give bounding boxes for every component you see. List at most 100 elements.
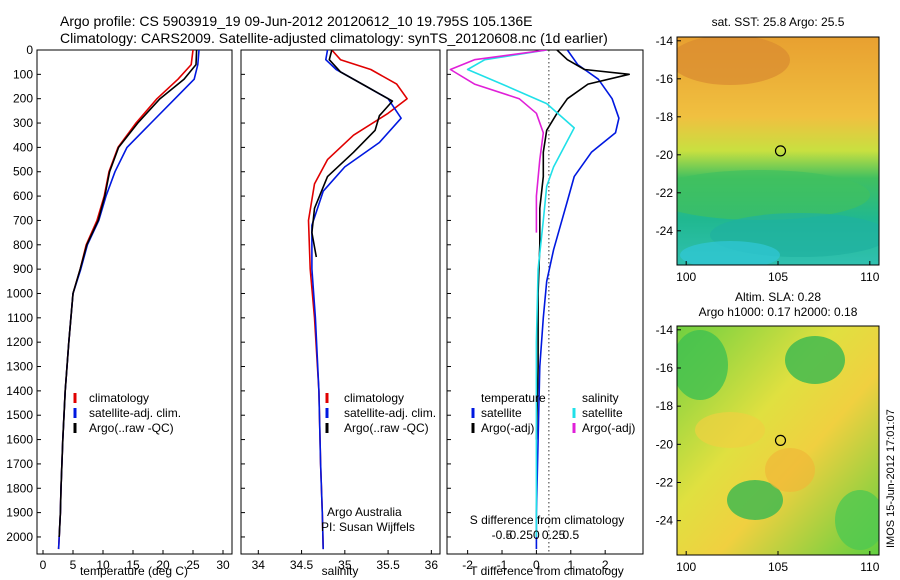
y-tick-label: 200: [13, 92, 33, 106]
x-tick-label: 34.5: [290, 558, 314, 572]
series-line-satellite-adj-clim: [311, 50, 402, 550]
sla-green-patch-2: [785, 336, 845, 384]
y-tick-label: 800: [13, 238, 33, 252]
x-tick-label: 105: [768, 560, 788, 574]
y-tick-label: -20: [656, 148, 674, 162]
x-tick-label: 20: [156, 558, 170, 572]
y-tick-label: -16: [656, 72, 674, 86]
y-tick-label: 1500: [6, 408, 33, 422]
difference-x-ticks-secondary: -0.5-0.25 0 0.250.5: [492, 528, 580, 542]
x-tick-label: 105: [768, 270, 788, 284]
x-tick-label: 35.5: [376, 558, 400, 572]
temperature-panel: 0100200300400500600700800900100011001200…: [6, 43, 451, 578]
x-tick-label: 110: [860, 560, 879, 574]
salinity-legend: climatology satellite-adj. clim. Argo(..…: [325, 391, 436, 435]
sla-green-patch-4: [835, 490, 879, 550]
x-tick-label: 15: [126, 558, 140, 572]
sla-yellow-patch: [695, 412, 765, 448]
y-tick-label: 600: [13, 189, 33, 203]
sst-map-panel: sat. SST: 25.8 Argo: 25.5 100 105 110 -14 -1…: [656, 15, 880, 284]
sla-orange-patch: [765, 448, 815, 492]
argo-position-marker: [774, 434, 787, 447]
y-tick-label: 1700: [6, 457, 33, 471]
temperature-y-ticks: 0 100 200 300 400 500 600 700 800 900 1000 1100 1200…: [6, 43, 451, 544]
difference-x-ticks: -2 -1 0 1 2: [462, 550, 609, 572]
y-tick-label: 1200: [6, 335, 33, 349]
figure-title-line1: Argo profile: CS 5903919_19 09-Jun-2012 …: [60, 13, 533, 29]
figure-title-line2: Climatology: CARS2009. Satellite-adjuste…: [60, 30, 608, 46]
temperature-legend: climatology satellite-adj. clim. Argo(..…: [73, 391, 181, 435]
x-tick-label-secondary: 0: [533, 528, 540, 542]
legend-label-t-satellite: satellite: [481, 406, 522, 420]
y-tick-label: 1000: [6, 286, 33, 300]
difference-panel: -2 -1 0 1 2 T difference from climatology S …: [446, 49, 644, 578]
y-tick-label: 1600: [6, 433, 33, 447]
sst-cyan-patch: [680, 241, 780, 265]
x-tick-label-secondary: 0.5: [562, 528, 579, 542]
x-tick-label: 34: [252, 558, 266, 572]
y-tick-label: 2000: [6, 530, 33, 544]
difference-xlabel: T difference from climatology: [470, 564, 624, 578]
difference-legend: temperature salinity satellite Argo(-adj…: [471, 391, 635, 435]
argo-position-marker: [774, 145, 787, 157]
sst-green-band: [677, 170, 870, 220]
legend-label-satellite: satellite-adj. clim.: [89, 406, 181, 420]
y-tick-label: 1900: [6, 506, 33, 520]
series-line-salinity-argo-adj: [449, 50, 547, 233]
x-tick-label: 0: [533, 558, 540, 572]
y-tick-label: -24: [656, 224, 674, 238]
legend-title-salinity: salinity: [582, 391, 619, 405]
x-tick-label: -2: [462, 558, 473, 572]
temperature-lines: [57, 50, 200, 550]
salinity-xlabel: salinity: [322, 564, 359, 578]
x-tick-label: -1: [497, 558, 508, 572]
series-line-argo-raw-qc: [311, 50, 394, 258]
temperature-xlabel: temperature (deg C): [80, 564, 188, 578]
sst-map-title: sat. SST: 25.8 Argo: 25.5: [712, 15, 845, 29]
x-tick-label: 10: [96, 558, 110, 572]
sla-green-patch-1: [677, 330, 728, 400]
legend-label-climatology: climatology: [344, 391, 404, 405]
legend-label-s-argo: Argo(-adj): [582, 421, 635, 435]
y-tick-label: -24: [656, 514, 674, 528]
x-tick-label: 1: [567, 558, 574, 572]
timestamp-watermark: IMOS 15-Jun-2012 17:01:07: [885, 409, 897, 548]
x-tick-label: 36: [425, 558, 439, 572]
series-line-climatology: [57, 50, 194, 550]
y-tick-label: 400: [13, 140, 33, 154]
salinity-lines: [307, 50, 408, 550]
x-tick-label: 30: [216, 558, 230, 572]
y-tick-label: -16: [656, 361, 674, 375]
sla-map-panel: Altim. SLA: 0.28 Argo h1000: 0.17 h2000:…: [656, 290, 880, 574]
y-tick-label: -14: [656, 323, 674, 337]
legend-label-s-satellite: satellite: [582, 406, 623, 420]
y-tick-label: 700: [13, 213, 33, 227]
y-tick-label: -20: [656, 437, 674, 451]
y-tick-label: -18: [656, 399, 674, 413]
series-line-climatology: [307, 50, 408, 550]
series-line-salinity-satellite: [466, 50, 576, 537]
sla-map-subtitle: Argo h1000: 0.17 h2000: 0.18: [699, 305, 858, 319]
y-tick-label: 300: [13, 116, 33, 130]
temperature-axes: [36, 49, 233, 555]
x-tick-label: 100: [676, 560, 696, 574]
x-tick-label-secondary: 0.25: [542, 528, 566, 542]
sla-map-title: Altim. SLA: 0.28: [735, 290, 821, 304]
x-tick-label: 5: [70, 558, 77, 572]
y-tick-label: 1400: [6, 384, 33, 398]
y-tick-label: -22: [656, 186, 674, 200]
legend-label-argo: Argo(..raw -QC): [344, 421, 429, 435]
y-tick-label: -22: [656, 475, 674, 489]
x-tick-label: 35: [338, 558, 352, 572]
annotation-argo-australia: Argo Australia: [327, 505, 402, 519]
y-tick-label: 0: [26, 43, 33, 57]
x-tick-label: 110: [860, 270, 879, 284]
x-tick-label: 100: [676, 270, 696, 284]
salinity-axes: [240, 49, 441, 555]
legend-title-temperature: temperature: [481, 391, 546, 405]
x-tick-label: 25: [186, 558, 200, 572]
y-tick-label: -14: [656, 34, 674, 48]
x-tick-label-secondary: -0.5: [492, 528, 513, 542]
y-tick-label: 1800: [6, 481, 33, 495]
y-tick-label: 1300: [6, 360, 33, 374]
